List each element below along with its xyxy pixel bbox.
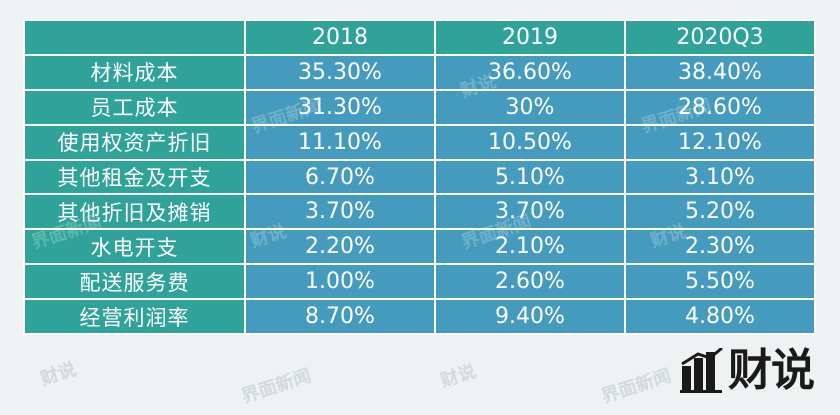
watermark-caishuo: 财说 (438, 360, 479, 392)
table-header-row: 2018 2019 2020Q3 (23, 19, 816, 56)
table-header-2019: 2019 (434, 19, 626, 56)
row-label: 经营利润率 (23, 298, 246, 336)
table-cell: 36.60% (434, 53, 626, 91)
table-cell: 28.60% (624, 88, 816, 126)
bar-chart-logo-icon (680, 348, 724, 394)
table-cell: 2.30% (624, 228, 816, 266)
table-cell: 2.20% (244, 228, 436, 266)
table-row: 使用权资产折旧 11.10% 10.50% 12.10% (23, 123, 816, 161)
cost-structure-table: 2018 2019 2020Q3 材料成本 35.30% 36.60% 38.4… (23, 19, 816, 336)
table-cell: 3.10% (624, 158, 816, 196)
table-row: 水电开支 2.20% 2.10% 2.30% (23, 228, 816, 266)
watermark-jiemian: 界面新闻 (598, 365, 674, 408)
table-header-corner (23, 19, 246, 56)
table-row: 材料成本 35.30% 36.60% 38.40% (23, 53, 816, 91)
table-cell: 1.00% (244, 263, 436, 301)
table-cell: 8.70% (244, 298, 436, 336)
table-cell: 2.60% (434, 263, 626, 301)
table-cell: 9.40% (434, 298, 626, 336)
table-row: 其他租金及开支 6.70% 5.10% 3.10% (23, 158, 816, 196)
table-cell: 6.70% (244, 158, 436, 196)
table-cell: 5.20% (624, 193, 816, 231)
table-cell: 3.70% (244, 193, 436, 231)
table-row: 配送服务费 1.00% 2.60% 5.50% (23, 263, 816, 301)
caishuo-logo: 财说 (680, 345, 815, 397)
table-cell: 35.30% (244, 53, 436, 91)
table-cell: 3.70% (434, 193, 626, 231)
logo-text: 财说 (728, 345, 815, 396)
cost-table-container: 2018 2019 2020Q3 材料成本 35.30% 36.60% 38.4… (23, 19, 816, 336)
row-label: 配送服务费 (23, 263, 246, 301)
watermark-caishuo: 财说 (38, 358, 79, 390)
table-cell: 30% (434, 88, 626, 126)
table-cell: 2.10% (434, 228, 626, 266)
row-label: 其他租金及开支 (23, 158, 246, 196)
table-row: 其他折旧及摊销 3.70% 3.70% 5.20% (23, 193, 816, 231)
row-label: 使用权资产折旧 (23, 123, 246, 161)
table-row: 经营利润率 8.70% 9.40% 4.80% (23, 298, 816, 336)
table-cell: 5.10% (434, 158, 626, 196)
row-label: 员工成本 (23, 88, 246, 126)
table-header-2020q3: 2020Q3 (624, 19, 816, 56)
table-cell: 5.50% (624, 263, 816, 301)
watermark-jiemian: 界面新闻 (238, 365, 314, 408)
row-label: 其他折旧及摊销 (23, 193, 246, 231)
table-cell: 31.30% (244, 88, 436, 126)
table-row: 员工成本 31.30% 30% 28.60% (23, 88, 816, 126)
table-cell: 4.80% (624, 298, 816, 336)
table-cell: 11.10% (244, 123, 436, 161)
table-cell: 12.10% (624, 123, 816, 161)
table-cell: 38.40% (624, 53, 816, 91)
table-header-2018: 2018 (244, 19, 436, 56)
row-label: 水电开支 (23, 228, 246, 266)
table-cell: 10.50% (434, 123, 626, 161)
row-label: 材料成本 (23, 53, 246, 91)
